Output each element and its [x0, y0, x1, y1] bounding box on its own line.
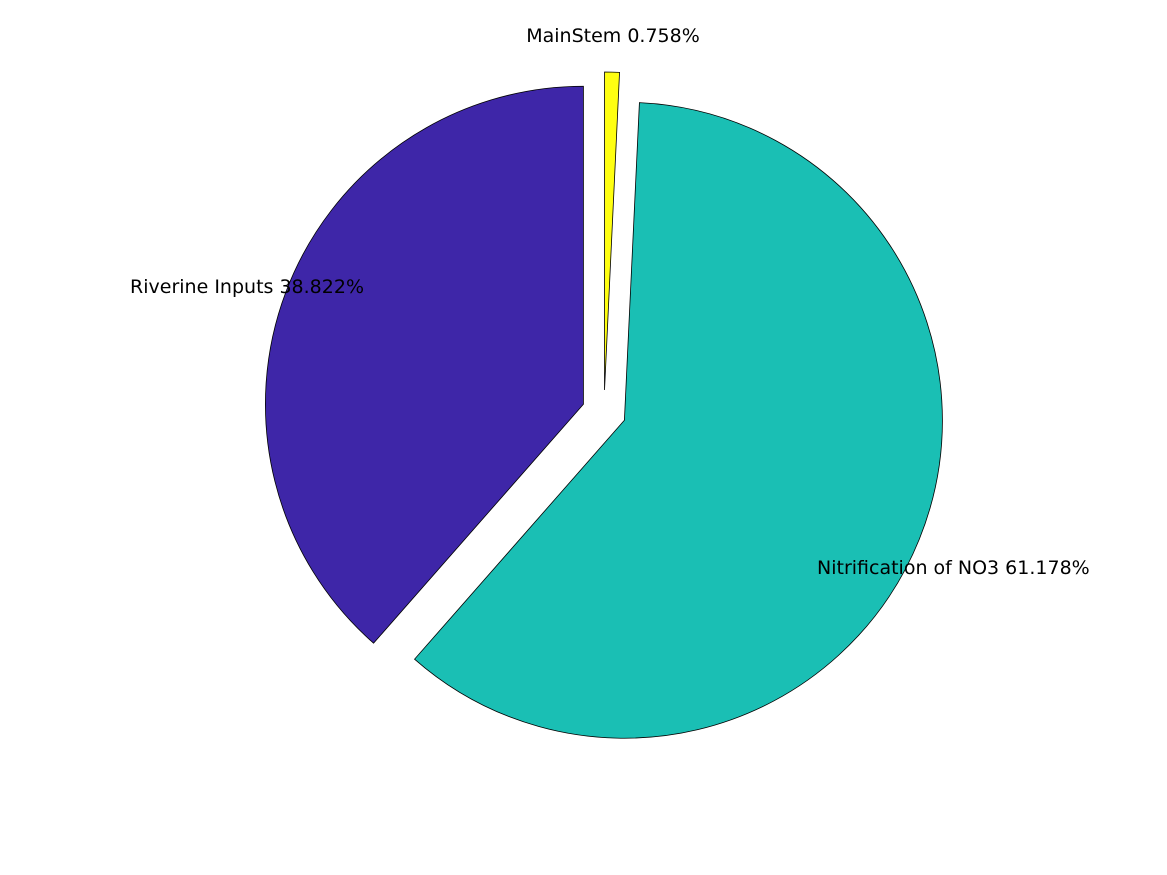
slice-labels: MainStem 0.758% Nitrification of NO3 61.…	[130, 25, 1090, 579]
slice-label-riverine-inputs: Riverine Inputs 38.822%	[130, 276, 364, 298]
pie-slices	[265, 71, 943, 739]
slice-mainstem	[604, 71, 620, 391]
slice-nitrification	[413, 102, 943, 739]
slice-label-mainstem: MainStem 0.758%	[526, 25, 700, 47]
slice-label-nitrification: Nitrification of NO3 61.178%	[817, 557, 1090, 579]
slice-riverine-inputs	[265, 85, 584, 644]
